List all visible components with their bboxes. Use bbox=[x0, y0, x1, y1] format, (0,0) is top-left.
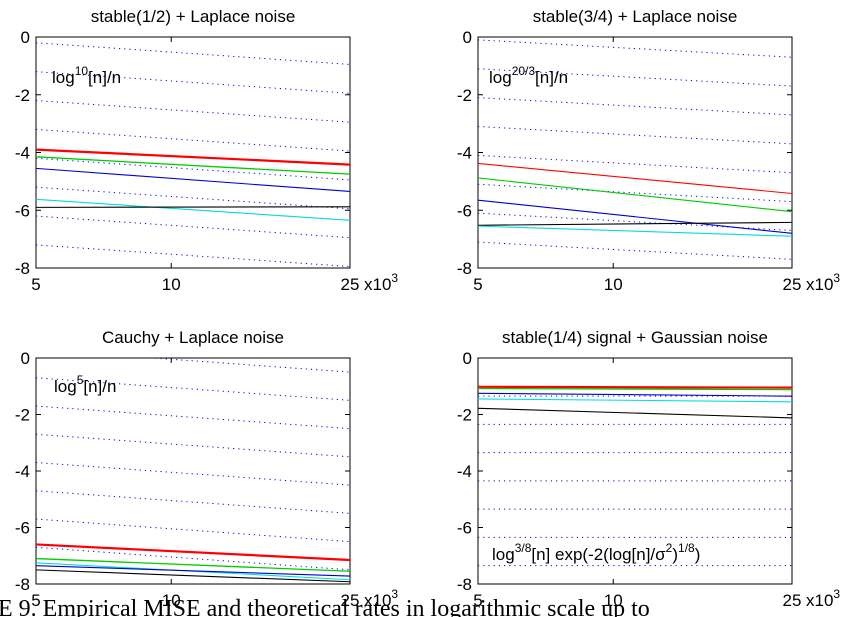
rate-annotation: log5[n]/n bbox=[54, 373, 116, 396]
chart-title: Cauchy + Laplace noise bbox=[102, 328, 284, 347]
rate-reference-line bbox=[478, 126, 792, 145]
rate-reference-line bbox=[36, 518, 350, 543]
x-tick-label: 25 bbox=[341, 275, 360, 294]
series-line bbox=[478, 392, 792, 397]
series-line bbox=[36, 167, 350, 193]
x-unit-label: x103 bbox=[806, 271, 840, 294]
rate-reference-line bbox=[36, 244, 350, 268]
x-tick-label: 5 bbox=[473, 275, 482, 294]
rate-reference-line bbox=[478, 212, 792, 231]
y-tick-label: -8 bbox=[457, 259, 472, 278]
rate-reference-line bbox=[36, 215, 350, 239]
plot-area bbox=[36, 42, 350, 268]
rate-reference-line bbox=[36, 462, 350, 486]
y-tick-label: -6 bbox=[457, 201, 472, 220]
panel-4: stable(1/4) signal + Gaussian noise 0 -2 -4… bbox=[457, 328, 793, 594]
series-line bbox=[478, 385, 792, 389]
rate-reference-line bbox=[478, 183, 792, 203]
chart-title: stable(1/2) + Laplace noise bbox=[91, 7, 296, 26]
rate-annotation: log10[n]/n bbox=[52, 64, 121, 87]
rate-reference-line bbox=[36, 71, 350, 94]
x-unit-label: x103 bbox=[364, 271, 398, 294]
rate-reference-line bbox=[478, 39, 792, 58]
rate-reference-line bbox=[146, 358, 350, 373]
x-tick-label: 10 bbox=[162, 591, 181, 610]
rate-reference-line bbox=[36, 128, 350, 152]
x-tick-label: 10 bbox=[604, 591, 623, 610]
y-tick-label: -6 bbox=[457, 519, 472, 538]
y-tick-label: -8 bbox=[15, 575, 30, 594]
y-tick-label: 0 bbox=[463, 28, 472, 47]
rate-reference-line bbox=[478, 241, 792, 260]
y-tick-label: -8 bbox=[15, 259, 30, 278]
y-tick-label: -2 bbox=[15, 406, 30, 425]
y-tick-label: -6 bbox=[15, 519, 30, 538]
rate-reference-line bbox=[478, 154, 792, 174]
series-line bbox=[36, 148, 350, 166]
x-tick-label: 10 bbox=[162, 275, 181, 294]
series-line bbox=[478, 199, 792, 234]
series-line bbox=[478, 177, 792, 213]
rate-reference-line bbox=[36, 433, 350, 458]
y-tick-label: 0 bbox=[463, 349, 472, 368]
y-tick-label: -4 bbox=[457, 144, 472, 163]
chart-title: stable(1/4) signal + Gaussian noise bbox=[502, 328, 768, 347]
x-unit-label: x103 bbox=[806, 587, 840, 610]
rate-reference-line bbox=[36, 490, 350, 514]
series-line bbox=[478, 221, 792, 226]
y-tick-label: 0 bbox=[21, 28, 30, 47]
rate-reference-line bbox=[478, 68, 792, 87]
y-tick-label: -6 bbox=[15, 201, 30, 220]
series-line bbox=[478, 407, 792, 419]
rate-reference-line bbox=[36, 186, 350, 210]
x-tick-label: 5 bbox=[31, 591, 40, 610]
y-tick-label: -4 bbox=[15, 462, 30, 481]
rate-annotation: log20/3[n]/n bbox=[489, 64, 568, 87]
x-tick-label: 25 bbox=[341, 591, 360, 610]
x-tick-label: 5 bbox=[473, 591, 482, 610]
rate-reference-line bbox=[36, 157, 350, 181]
x-tick-label: 5 bbox=[31, 275, 40, 294]
series-line bbox=[478, 398, 792, 403]
x-tick-label: 25 bbox=[783, 591, 802, 610]
series-line bbox=[478, 387, 792, 391]
plot-area bbox=[478, 39, 792, 260]
series-line bbox=[36, 198, 350, 221]
y-tick-label: -4 bbox=[15, 144, 30, 163]
series-line bbox=[36, 543, 350, 562]
rate-reference-line bbox=[36, 405, 350, 430]
series-line bbox=[478, 162, 792, 195]
panel-3: Cauchy + Laplace noise 0 -2 -4 -6 -8 log5[n]/n bbox=[15, 328, 351, 594]
rate-reference-line bbox=[478, 97, 792, 116]
x-tick-label: 10 bbox=[604, 275, 623, 294]
x-tick-label: 25 bbox=[783, 275, 802, 294]
rate-annotation: log3/8[n] exp(-2(log[n]/σ2)1/8) bbox=[492, 541, 700, 564]
rate-reference-line bbox=[36, 377, 350, 401]
series-line bbox=[36, 565, 350, 577]
panel-2: stable(3/4) + Laplace noise 0 -2 -4 -6 -8 log2… bbox=[457, 7, 793, 278]
y-tick-label: 0 bbox=[21, 349, 30, 368]
series-line bbox=[36, 557, 350, 572]
y-tick-label: -8 bbox=[457, 575, 472, 594]
y-tick-label: -2 bbox=[457, 86, 472, 105]
series-line bbox=[478, 225, 792, 237]
chart-title: stable(3/4) + Laplace noise bbox=[533, 7, 738, 26]
series-line bbox=[36, 206, 350, 208]
y-tick-label: -4 bbox=[457, 462, 472, 481]
y-tick-label: -2 bbox=[15, 86, 30, 105]
plot-area bbox=[478, 385, 792, 567]
series-line bbox=[36, 569, 350, 583]
x-unit-label: x103 bbox=[364, 587, 398, 610]
rate-reference-line bbox=[36, 42, 350, 65]
rate-reference-line bbox=[36, 100, 350, 123]
series-line bbox=[36, 156, 350, 175]
panel-1: stable(1/2) + Laplace noise 0 -2 -4 -6 -8 log1… bbox=[15, 7, 351, 278]
y-tick-label: -2 bbox=[457, 406, 472, 425]
figure-caption: RE 9. Empirical MISE and theoretical rat… bbox=[0, 596, 650, 617]
plot-area bbox=[36, 358, 350, 583]
rate-reference-line bbox=[36, 546, 350, 571]
